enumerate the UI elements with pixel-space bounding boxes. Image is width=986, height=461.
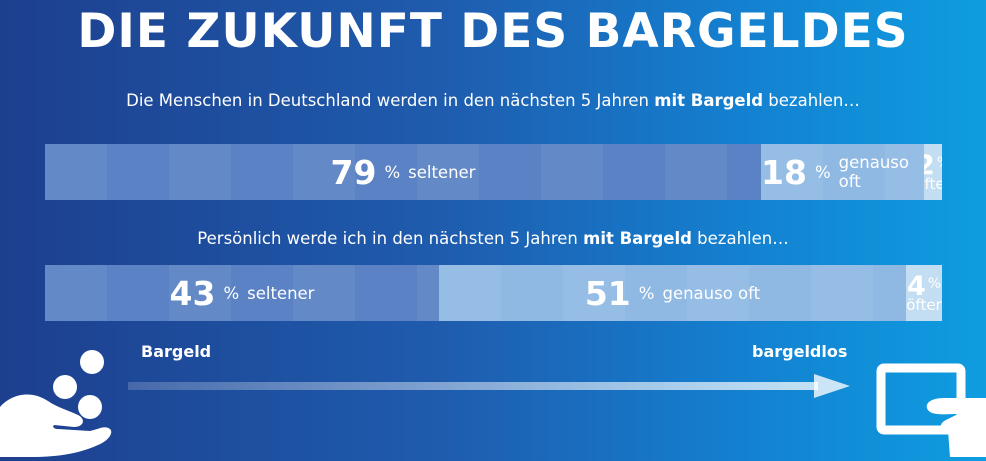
bar-segment-category-label: öfter [906,296,942,314]
scale-left-label: Bargeld [141,342,212,361]
bar-segment-unit: % [223,283,240,303]
bar-segment-texture [439,265,906,321]
bar-segment-unit: % [937,156,942,170]
bar-segment-value: 43 [169,273,216,313]
bar-segment-oefter: 4% öfter [906,265,942,321]
bar-segment-value: 4 [906,271,926,302]
bar-segment-genauso-oft: 18% genauso oft [761,144,924,200]
bar-segment-texture [45,144,761,200]
bar-segment-value: 18 [761,152,807,192]
bar-segment-unit: % [384,162,401,182]
bar-segment-category-label: seltener [408,162,476,182]
bar-segment-value-group: 4% [907,273,941,300]
bar-segment-value-group: 2% [924,152,942,179]
bar-segment-label-group: 43% seltener [170,277,315,310]
bar-segment-value: 79 [330,152,377,192]
chart-1-question-before: Die Menschen in Deutschland werden in de… [126,91,655,110]
bar-segment-label-group: 18% genauso oft [761,153,924,191]
bar-segment-unit: % [814,162,831,182]
bar-segment-genauso-oft: 51% genauso oft [439,265,906,321]
bar-segment-texture [761,144,924,200]
bar-segment-category-label: öfter [924,175,942,193]
bar-segment-unit: % [638,283,655,303]
bar-segment-category-label: genauso oft [662,283,761,303]
bar-segment-oefter: 2%öfter [924,144,942,200]
chart-2-question-after: bezahlen… [691,229,789,248]
bar-segment-label-group: 51% genauso oft [585,277,760,310]
bar-segment-label-group: 79% seltener [331,156,476,189]
hand-with-card-icon [870,360,986,457]
page-title: DIE ZUKUNFT DES BARGELDES [77,4,909,59]
hand-with-coins-icon [0,345,120,457]
bar-segment-unit: % [927,276,942,292]
scale-arrow [128,372,868,406]
bar-segment-category-label: genauso oft [838,153,909,191]
chart-2-stacked-bar: 43% seltener 51% genauso oft 4% öfter [45,265,942,321]
chart-1-question-bold: mit Bargeld [654,91,764,110]
bar-segment-label-group: 4% öfter [906,273,941,313]
bar-segment-seltener: 79% seltener [45,144,761,200]
bar-segment-texture [45,265,439,321]
chart-1-question-after: bezahlen… [763,91,860,110]
bar-segment-value: 51 [584,273,631,313]
chart-2-question: Persönlich werde ich in den nächsten 5 J… [0,228,986,250]
bar-segment-label-group: 2%öfter [924,152,942,192]
bar-segment-category-label: seltener [247,283,315,303]
bar-segment-value: 2 [924,150,935,181]
scale-right-label: bargeldlos [752,342,848,361]
chart-2-question-before: Persönlich werde ich in den nächsten 5 J… [197,229,584,248]
chart-1-question: Die Menschen in Deutschland werden in de… [0,90,986,112]
bar-segment-seltener: 43% seltener [45,265,439,321]
chart-2-question-bold: mit Bargeld [583,229,692,248]
